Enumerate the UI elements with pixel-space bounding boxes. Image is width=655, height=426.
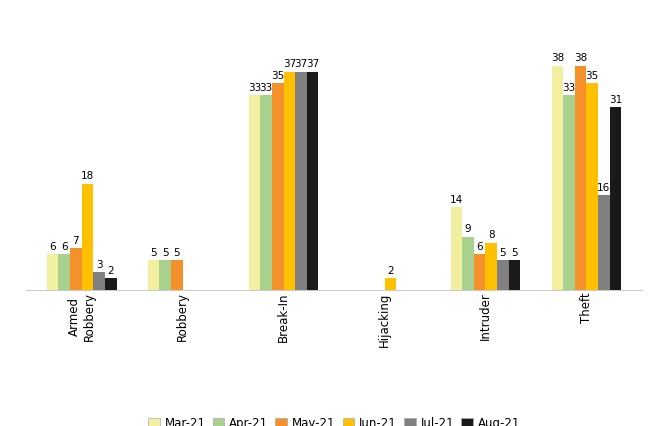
Text: 9: 9: [465, 225, 472, 234]
Text: 35: 35: [271, 71, 284, 81]
Text: 6: 6: [61, 242, 67, 252]
Text: 2: 2: [107, 265, 114, 276]
Text: 31: 31: [608, 95, 622, 105]
Text: 33: 33: [259, 83, 272, 93]
Text: 16: 16: [597, 183, 610, 193]
Text: 3: 3: [96, 260, 102, 270]
Text: 18: 18: [81, 171, 94, 181]
Text: 37: 37: [294, 59, 308, 69]
Bar: [563, 95, 575, 290]
Bar: [284, 72, 295, 290]
Text: 6: 6: [476, 242, 483, 252]
Bar: [307, 72, 318, 290]
Text: 38: 38: [551, 53, 564, 63]
Bar: [171, 260, 183, 290]
Bar: [610, 107, 621, 290]
Bar: [105, 278, 117, 290]
Bar: [93, 272, 105, 290]
Bar: [575, 66, 586, 290]
Text: 5: 5: [150, 248, 157, 258]
Bar: [485, 242, 497, 290]
Bar: [451, 207, 462, 290]
Text: 35: 35: [586, 71, 599, 81]
Bar: [159, 260, 171, 290]
Text: 37: 37: [283, 59, 296, 69]
Bar: [261, 95, 272, 290]
Text: 14: 14: [450, 195, 463, 205]
Bar: [586, 83, 598, 290]
Text: 6: 6: [49, 242, 56, 252]
Bar: [47, 254, 58, 290]
Text: 5: 5: [511, 248, 518, 258]
Bar: [272, 83, 284, 290]
Text: 8: 8: [488, 230, 495, 240]
Bar: [70, 248, 82, 290]
Text: 33: 33: [248, 83, 261, 93]
Bar: [58, 254, 70, 290]
Bar: [148, 260, 159, 290]
Bar: [552, 66, 563, 290]
Text: 2: 2: [387, 265, 394, 276]
Bar: [497, 260, 509, 290]
Text: 5: 5: [500, 248, 506, 258]
Bar: [509, 260, 520, 290]
Legend: Mar-21, Apr-21, May-21, Jun-21, Jul-21, Aug-21: Mar-21, Apr-21, May-21, Jun-21, Jul-21, …: [143, 412, 525, 426]
Bar: [384, 278, 396, 290]
Bar: [462, 237, 474, 290]
Text: 33: 33: [563, 83, 576, 93]
Text: 38: 38: [574, 53, 587, 63]
Bar: [295, 72, 307, 290]
Bar: [82, 184, 93, 290]
Bar: [598, 196, 610, 290]
Bar: [249, 95, 261, 290]
Text: 7: 7: [73, 236, 79, 246]
Text: 37: 37: [306, 59, 319, 69]
Bar: [474, 254, 485, 290]
Text: 5: 5: [174, 248, 180, 258]
Text: 5: 5: [162, 248, 168, 258]
